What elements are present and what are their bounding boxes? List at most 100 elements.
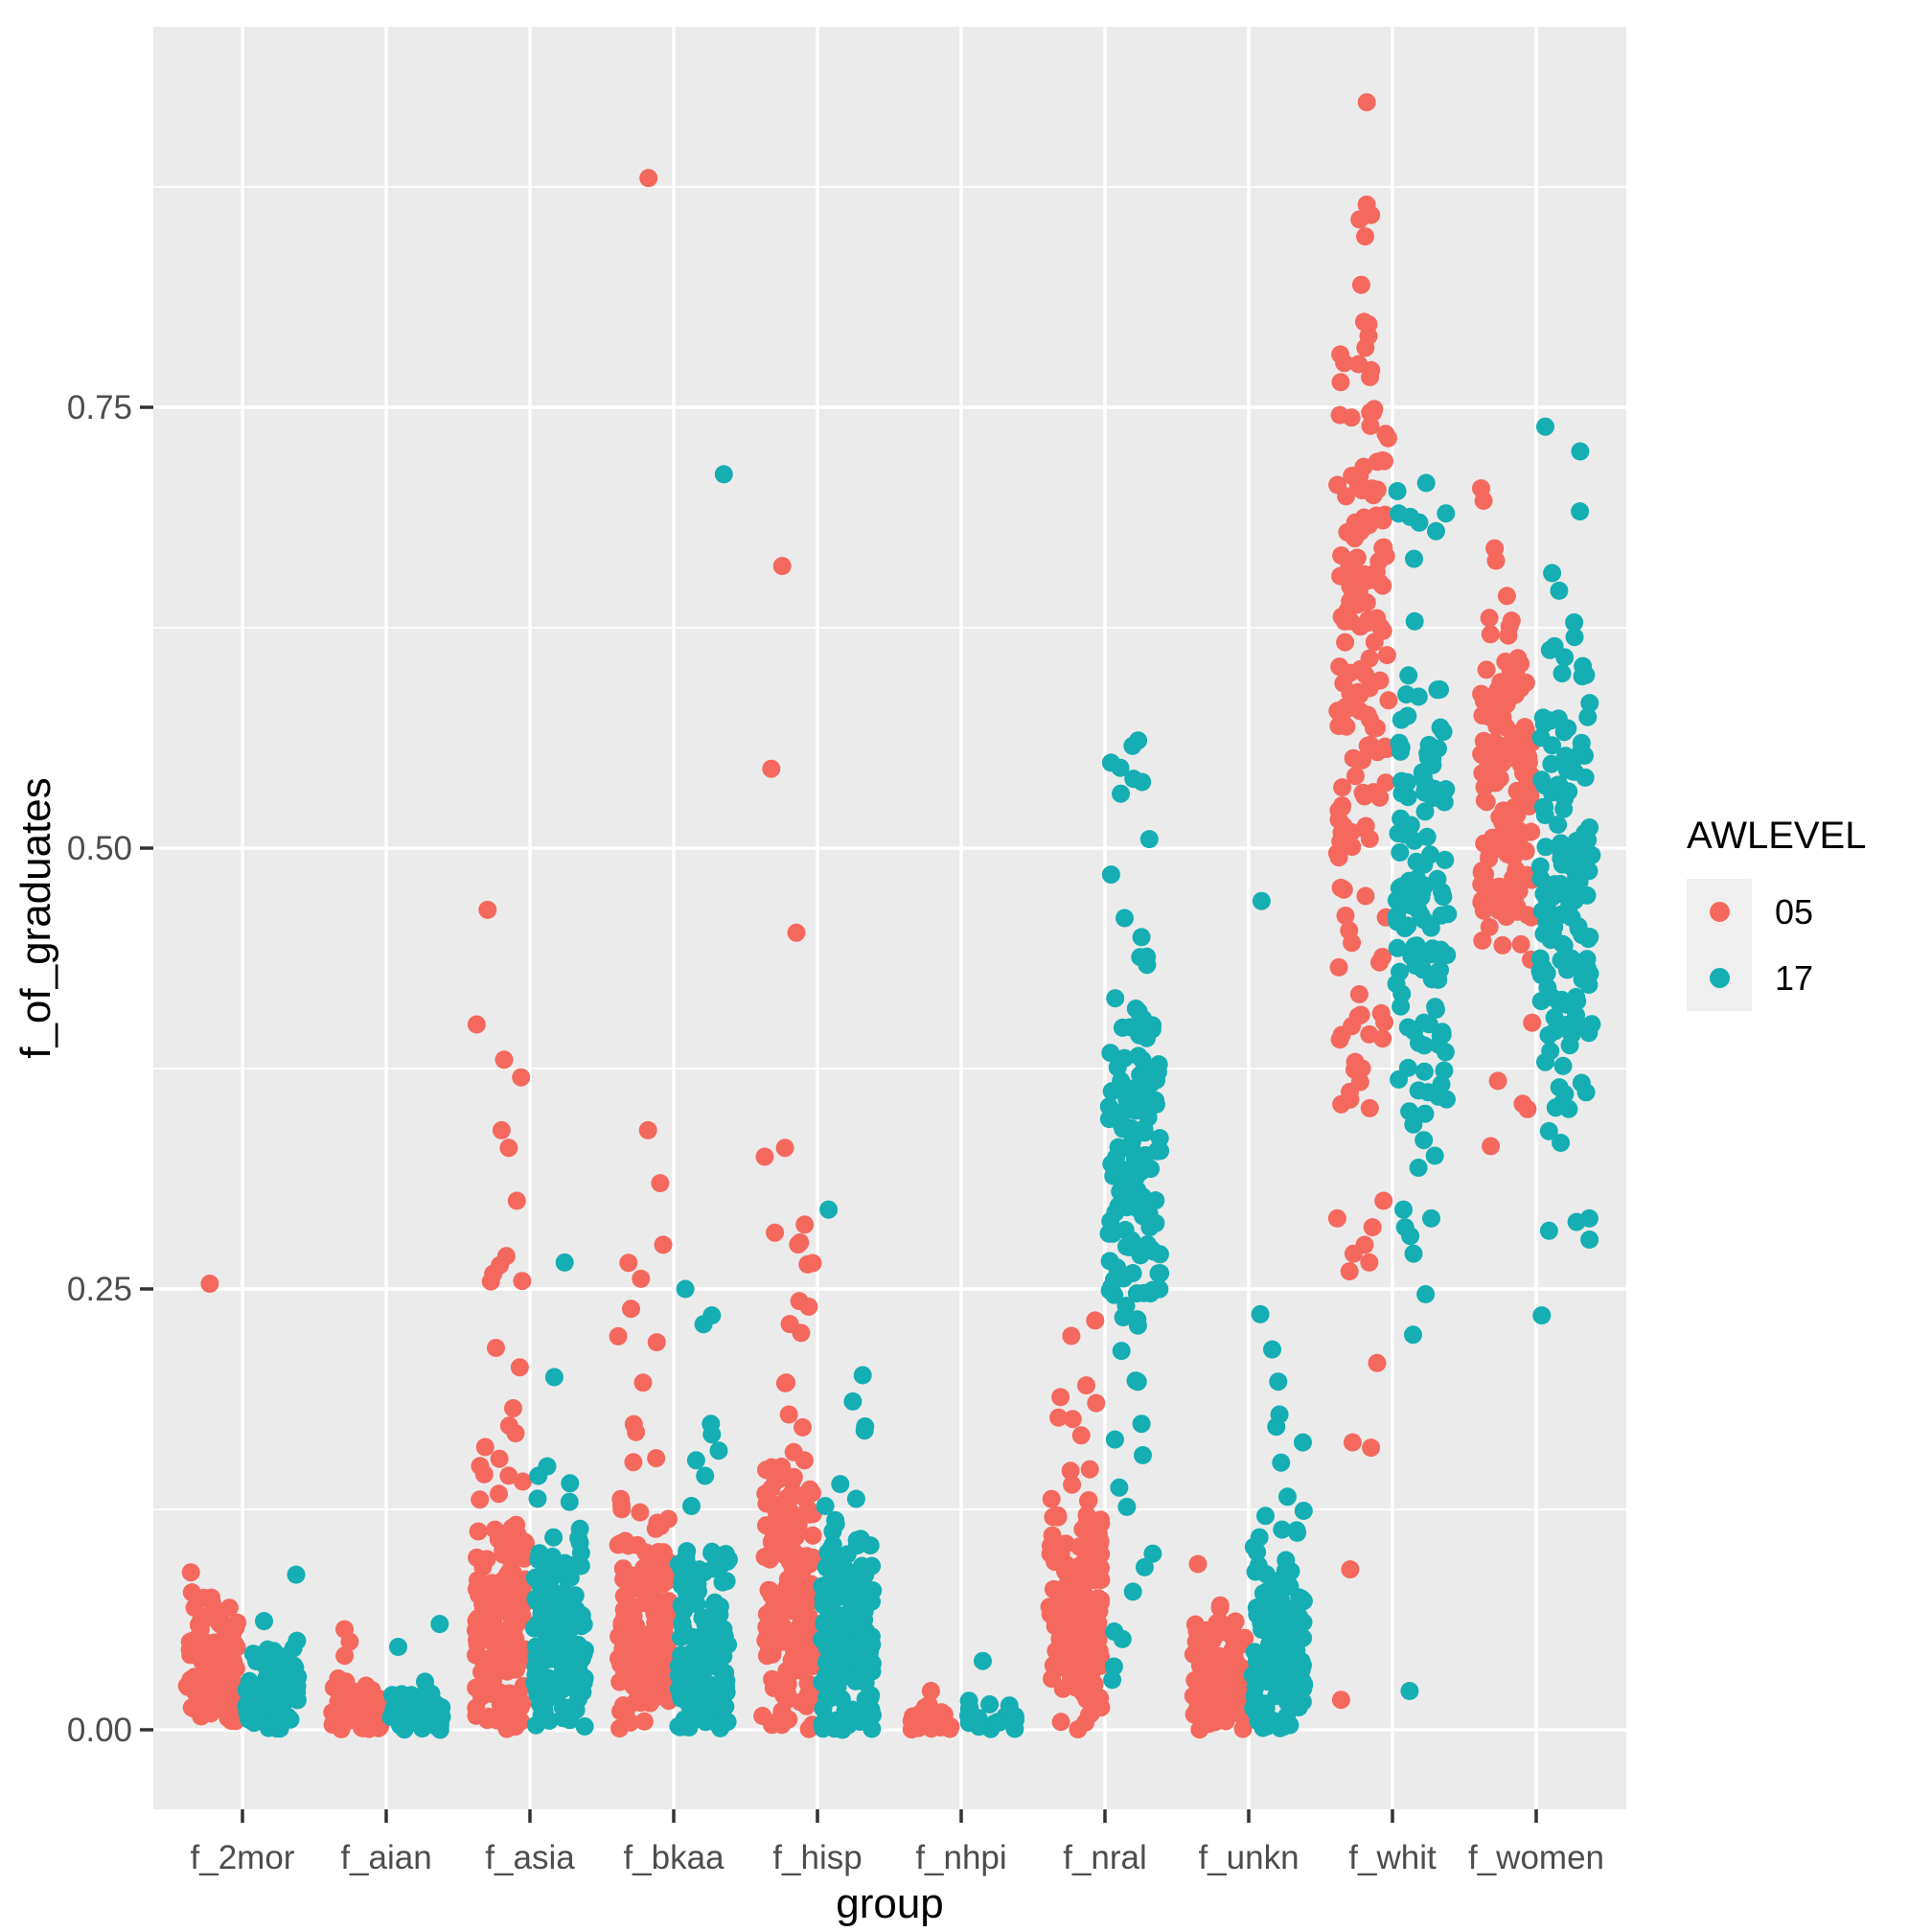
data-point [1327, 1208, 1346, 1228]
data-point [561, 1711, 580, 1730]
data-point [1201, 1646, 1220, 1666]
data-point [1331, 373, 1350, 392]
data-point [1434, 887, 1453, 907]
data-point [1357, 93, 1376, 112]
data-point [1355, 508, 1373, 527]
data-point [1344, 1244, 1363, 1263]
data-point [527, 1592, 546, 1611]
data-point [847, 1530, 866, 1550]
data-point [1341, 1082, 1359, 1101]
data-point [1497, 586, 1516, 606]
data-point [1416, 1285, 1436, 1303]
y-axis-title: f_of_graduates [12, 777, 59, 1059]
data-point [1201, 1684, 1220, 1703]
data-point [1233, 1719, 1253, 1738]
data-point [824, 1624, 843, 1644]
data-point [1210, 1598, 1230, 1618]
data-point [1422, 1208, 1440, 1228]
data-point [1535, 806, 1554, 825]
data-point [1431, 680, 1449, 699]
data-point [549, 1629, 568, 1648]
data-point [1051, 1713, 1070, 1732]
data-point [1357, 196, 1376, 214]
data-point [709, 1441, 728, 1460]
data-point [855, 1602, 874, 1621]
data-point [1077, 1376, 1095, 1395]
data-point [619, 1254, 638, 1273]
data-point [609, 1535, 628, 1554]
data-point [682, 1497, 701, 1515]
data-point [1101, 865, 1120, 885]
data-point [1571, 442, 1590, 461]
data-point [1394, 1200, 1413, 1219]
data-point [1488, 1071, 1507, 1091]
data-point [1409, 1159, 1428, 1177]
data-point [1350, 685, 1369, 704]
data-point [1437, 504, 1456, 523]
data-point [359, 1719, 379, 1738]
data-point [770, 1611, 790, 1630]
data-point [1496, 653, 1515, 671]
data-point [512, 1712, 531, 1731]
data-point [1416, 473, 1436, 493]
data-point [528, 1489, 547, 1508]
data-point [720, 1550, 738, 1569]
data-point [1536, 417, 1554, 436]
data-point [676, 1279, 695, 1299]
data-point [1477, 660, 1496, 679]
data-point [1438, 905, 1458, 924]
data-point [1415, 1104, 1435, 1123]
data-point [853, 1366, 872, 1385]
data-point [1083, 1531, 1101, 1551]
data-point [531, 1615, 550, 1634]
data-point [1119, 1238, 1138, 1256]
data-point [862, 1654, 882, 1673]
data-point [614, 1586, 633, 1605]
data-point [623, 1566, 642, 1585]
data-point [1532, 1306, 1552, 1325]
data-point [624, 1414, 643, 1434]
legend-entry-17: 17 [1687, 945, 1866, 1011]
data-point [717, 1572, 736, 1591]
data-point [1368, 1353, 1387, 1372]
data-point [1221, 1685, 1239, 1704]
data-point [673, 1614, 692, 1632]
data-point [1133, 772, 1152, 792]
data-point [798, 1499, 817, 1518]
data-point [497, 1566, 517, 1585]
data-point [1106, 989, 1125, 1008]
data-point [507, 1655, 526, 1674]
data-point [800, 1554, 819, 1574]
data-point [1116, 1297, 1136, 1316]
data-point [755, 1147, 774, 1166]
data-point [1252, 891, 1271, 910]
data-point [1390, 1070, 1409, 1089]
data-point [817, 1688, 836, 1707]
data-point [763, 1669, 782, 1689]
data-point [1129, 1046, 1148, 1066]
data-point [1429, 1087, 1448, 1106]
data-point [1124, 1184, 1143, 1203]
data-point [1057, 1604, 1075, 1622]
data-point [1225, 1644, 1244, 1664]
data-point [775, 1373, 794, 1392]
data-point [1139, 830, 1159, 849]
data-point [1329, 957, 1348, 977]
data-point [813, 1714, 832, 1734]
data-point [270, 1707, 289, 1726]
data-point [768, 1471, 787, 1490]
data-point [1337, 487, 1356, 506]
data-point [335, 1646, 355, 1666]
data-point [678, 1542, 697, 1561]
y-tick-label: 0.75 [67, 389, 132, 426]
data-point [545, 1561, 564, 1580]
data-point [1138, 947, 1157, 966]
data-point [1486, 551, 1506, 570]
data-point [1358, 705, 1377, 724]
data-point [679, 1586, 699, 1605]
data-point [1086, 1311, 1105, 1330]
data-point [1565, 628, 1584, 647]
data-point [1361, 368, 1380, 386]
data-point [1292, 1589, 1311, 1608]
data-point [575, 1717, 594, 1736]
